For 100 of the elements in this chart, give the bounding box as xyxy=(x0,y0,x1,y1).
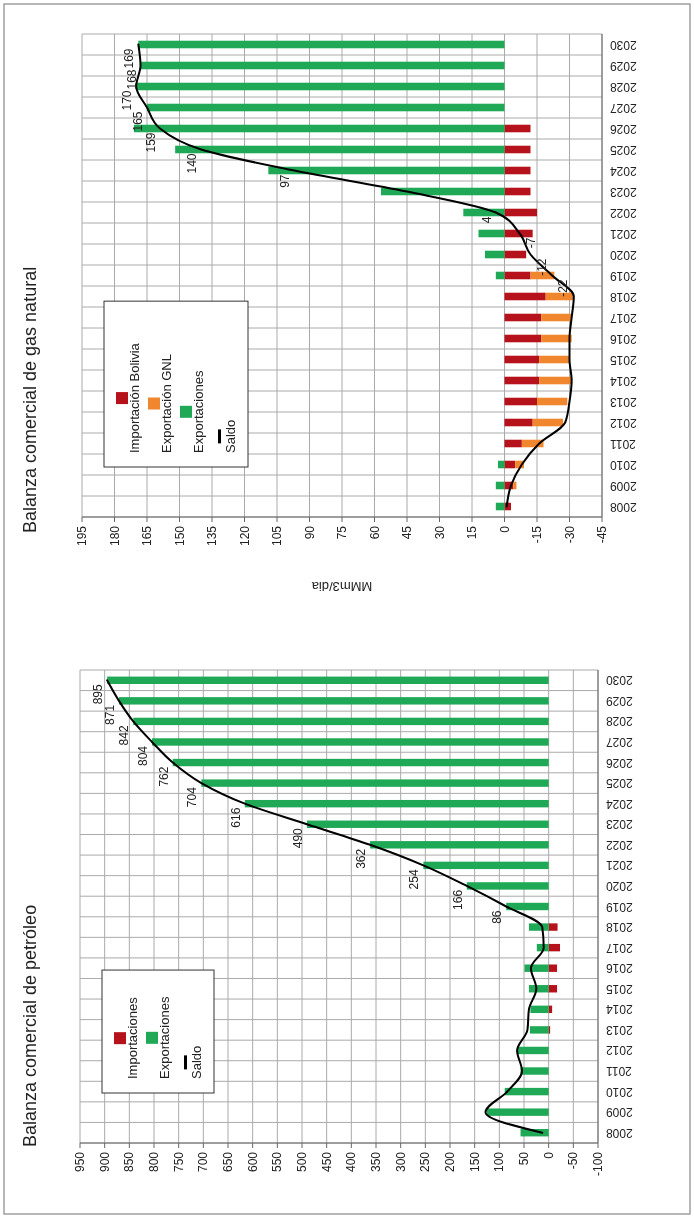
data-label: 362 xyxy=(354,848,369,869)
x-tick-label: 45 xyxy=(400,525,414,540)
y-tick-label: 2016 xyxy=(609,331,637,346)
bar xyxy=(136,82,505,91)
bar xyxy=(485,250,505,259)
y-tick-label: 2022 xyxy=(605,837,633,852)
bar xyxy=(548,923,558,931)
bar xyxy=(306,820,549,828)
y-tick-label: 2011 xyxy=(609,436,636,451)
bar xyxy=(548,985,558,993)
bar xyxy=(530,1005,549,1014)
y-tick-label: 2020 xyxy=(609,247,637,262)
bar xyxy=(423,861,549,870)
bar xyxy=(466,882,549,890)
x-tick-label: -15 xyxy=(530,525,544,544)
bar xyxy=(504,376,540,385)
legend-label: Importación Bolivia xyxy=(126,342,142,453)
bar xyxy=(504,166,531,175)
x-tick-label: 750 xyxy=(171,1151,186,1173)
data-label: -22 xyxy=(556,279,571,297)
bar xyxy=(504,187,531,196)
bar xyxy=(504,439,522,448)
bar xyxy=(539,355,570,364)
legend-label: Saldo xyxy=(188,1045,204,1079)
bar xyxy=(504,397,537,406)
legend-label: Exportaciones xyxy=(156,996,172,1079)
data-label: 165 xyxy=(131,111,145,132)
bar xyxy=(495,502,505,511)
y-tick-label: 2026 xyxy=(609,121,637,136)
y-tick-label: 2023 xyxy=(609,184,637,199)
bar xyxy=(520,1067,549,1075)
x-tick-label: 300 xyxy=(393,1151,408,1173)
y-tick-label: 2025 xyxy=(609,142,637,157)
bar xyxy=(524,964,549,972)
y-tick-label: 2026 xyxy=(605,755,633,770)
data-label: 140 xyxy=(185,153,200,174)
y-tick-label: 2009 xyxy=(609,478,637,493)
y-tick-label: 2021 xyxy=(605,858,633,873)
y-tick-label: 2023 xyxy=(605,817,633,832)
x-tick-label: 135 xyxy=(205,525,219,547)
bar xyxy=(537,397,568,406)
y-tick-label: 2030 xyxy=(605,673,633,688)
legend-label: Exportaciones xyxy=(190,370,206,453)
data-label: 159 xyxy=(144,132,158,153)
data-label: 842 xyxy=(117,725,132,746)
y-tick-label: 2029 xyxy=(605,693,633,708)
bar xyxy=(504,208,537,217)
y-tick-label: 2014 xyxy=(609,373,637,388)
x-tick-label: 0 xyxy=(497,525,512,533)
x-tick-label: 150 xyxy=(172,525,187,547)
data-label: 762 xyxy=(156,766,171,787)
bar xyxy=(541,313,572,322)
data-label: -7 xyxy=(523,237,538,249)
bar xyxy=(478,229,505,238)
legend-label: Exportación GNL xyxy=(158,354,174,453)
y-tick-label: 2019 xyxy=(605,899,633,914)
x-tick-label: 195 xyxy=(75,525,89,547)
bar xyxy=(539,376,572,385)
y-tick-label: 2010 xyxy=(605,1084,633,1099)
y-tick-label: 2011 xyxy=(605,1064,632,1079)
bar xyxy=(175,145,505,154)
x-axis-title: MMm3/dia xyxy=(310,579,373,595)
bar xyxy=(504,334,542,343)
bar xyxy=(133,717,549,726)
x-tick-label: 105 xyxy=(270,525,284,547)
bar xyxy=(504,355,540,364)
bar xyxy=(370,841,549,849)
y-tick-label: 2013 xyxy=(609,394,637,409)
x-tick-label: 15 xyxy=(465,525,479,540)
bar xyxy=(532,418,563,427)
y-tick-label: 2017 xyxy=(605,940,633,955)
bar xyxy=(118,697,549,705)
y-tick-label: 2024 xyxy=(605,796,633,811)
bar xyxy=(147,103,505,112)
y-tick-label: 2012 xyxy=(605,1043,633,1058)
x-tick-label: 450 xyxy=(319,1151,334,1173)
x-tick-label: 650 xyxy=(221,1151,235,1173)
bar xyxy=(201,779,549,787)
x-tick-label: -45 xyxy=(595,525,609,544)
bar xyxy=(244,799,549,808)
bar xyxy=(495,271,505,280)
bar xyxy=(495,481,505,490)
y-tick-label: 2025 xyxy=(605,776,633,791)
data-label: 169 xyxy=(122,48,137,69)
bar xyxy=(487,1108,549,1116)
x-tick-label: 600 xyxy=(245,1151,260,1173)
x-tick-label: 850 xyxy=(122,1151,137,1173)
text: Balanza comercial de petróleo xyxy=(20,904,40,1147)
x-tick-label: 150 xyxy=(467,1151,482,1173)
bar xyxy=(517,1046,549,1055)
y-tick-label: 2018 xyxy=(609,289,637,304)
data-label: 704 xyxy=(185,786,200,808)
bar xyxy=(152,738,549,746)
x-tick-label: 165 xyxy=(140,525,154,547)
y-tick-label: 2018 xyxy=(605,920,633,935)
x-tick-label: 250 xyxy=(418,1151,433,1173)
x-tick-label: 50 xyxy=(517,1151,531,1166)
bar xyxy=(548,943,561,952)
bar xyxy=(138,40,505,49)
bar xyxy=(504,271,531,280)
